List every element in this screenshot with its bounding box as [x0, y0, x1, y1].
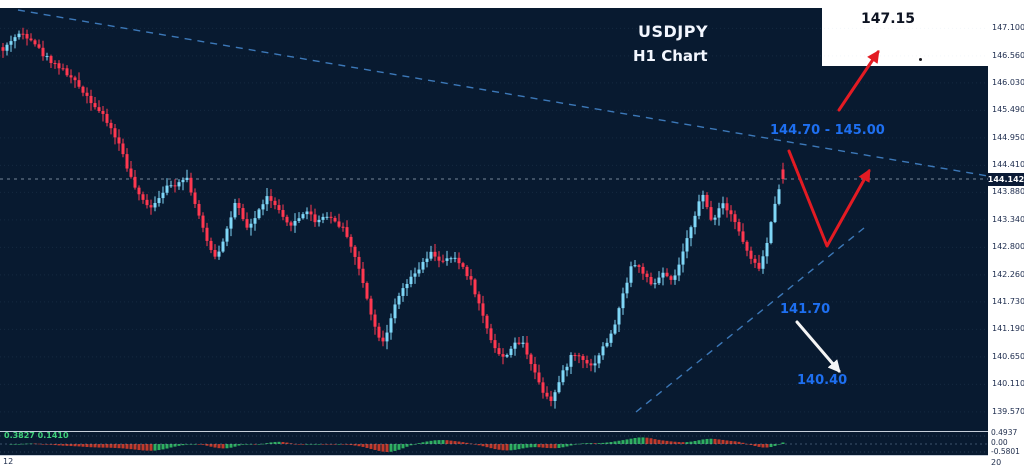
price-tick-label: 140.110	[992, 379, 1024, 389]
price-tick-label: 143.340	[992, 214, 1024, 224]
price-tick-label: 143.880	[992, 187, 1024, 197]
price-tick-label: 145.490	[992, 105, 1024, 115]
time-axis-label-left: 12	[3, 457, 14, 466]
resistance-zone-label: 144.70 - 145.00	[770, 123, 885, 138]
support-level-label: 141.70	[780, 302, 831, 317]
price-tick-label: 141.730	[992, 296, 1024, 306]
price-tick-label: 140.650	[992, 351, 1024, 361]
oscillator-scale-top: 0.4937	[991, 428, 1018, 437]
price-tick-label: 139.570	[992, 406, 1024, 416]
annotation-backdrop	[822, 8, 988, 66]
price-tick-label: 141.190	[992, 324, 1024, 334]
price-tick-label: 142.800	[992, 242, 1024, 252]
symbol-title: USDJPY	[638, 22, 709, 41]
oscillator-scale-bottom: -0.5801	[991, 447, 1020, 456]
timeframe-title: H1 Chart	[633, 47, 708, 65]
price-tick-label: 144.410	[992, 160, 1024, 170]
price-tick-label: 142.260	[992, 269, 1024, 279]
price-tick-label: 146.030	[992, 77, 1024, 87]
price-axis[interactable]: 144.142 0.4937 0.00 -0.5801 20 147.100 14…	[988, 0, 1024, 470]
time-axis-label-right: 20	[991, 458, 1002, 467]
price-tick-label: 146.560	[992, 50, 1024, 60]
price-tick-label: 147.100	[992, 23, 1024, 33]
chart-area-background	[0, 8, 988, 455]
oscillator-values-label: 0.3827 0.1410	[4, 431, 69, 440]
lower-target-label: 140.40	[797, 373, 848, 388]
current-price-tag: 144.142	[987, 172, 1024, 186]
stray-dot	[919, 58, 922, 61]
upper-target-label: 147.15	[861, 11, 916, 27]
chart-layers	[0, 8, 989, 456]
price-tick-label: 144.950	[992, 132, 1024, 142]
oscillator-scale-mid: 0.00	[991, 438, 1008, 447]
